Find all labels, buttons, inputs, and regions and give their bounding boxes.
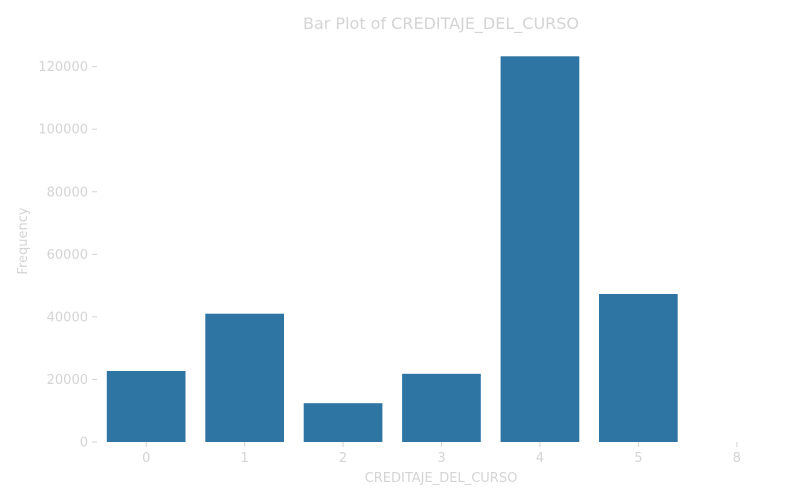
x-tick-label-8: 8 (733, 451, 741, 466)
y-tick-label-120000: 120000 (38, 60, 88, 75)
x-tick-label-2: 2 (339, 451, 347, 466)
y-tick-label-100000: 100000 (38, 123, 88, 138)
x-axis-label: CREDITAJE_DEL_CURSO (365, 471, 518, 486)
x-axis-ticks: 0 1 2 3 4 5 8 (142, 442, 741, 466)
bar-5 (599, 294, 678, 442)
chart-title: Bar Plot of CREDITAJE_DEL_CURSO (303, 14, 579, 34)
bar-3 (402, 373, 481, 442)
x-tick-label-4: 4 (536, 451, 544, 466)
y-axis-ticks: 0 20000 40000 60000 80000 100000 120000 (38, 60, 97, 451)
x-tick-label-0: 0 (142, 451, 150, 466)
bar-2 (303, 403, 383, 442)
y-tick-label-40000: 40000 (47, 310, 88, 325)
bar-0 (106, 371, 186, 442)
y-axis-label: Frequency (16, 207, 31, 274)
bars-group (106, 56, 678, 443)
bar-4 (500, 56, 580, 443)
y-tick-label-0: 0 (80, 436, 88, 451)
y-tick-label-80000: 80000 (47, 185, 88, 200)
x-tick-label-1: 1 (241, 451, 249, 466)
y-tick-label-20000: 20000 (47, 373, 88, 388)
y-tick-label-60000: 60000 (47, 248, 88, 263)
bar-1 (205, 313, 284, 442)
x-tick-label-5: 5 (634, 451, 642, 466)
x-tick-label-3: 3 (437, 451, 445, 466)
